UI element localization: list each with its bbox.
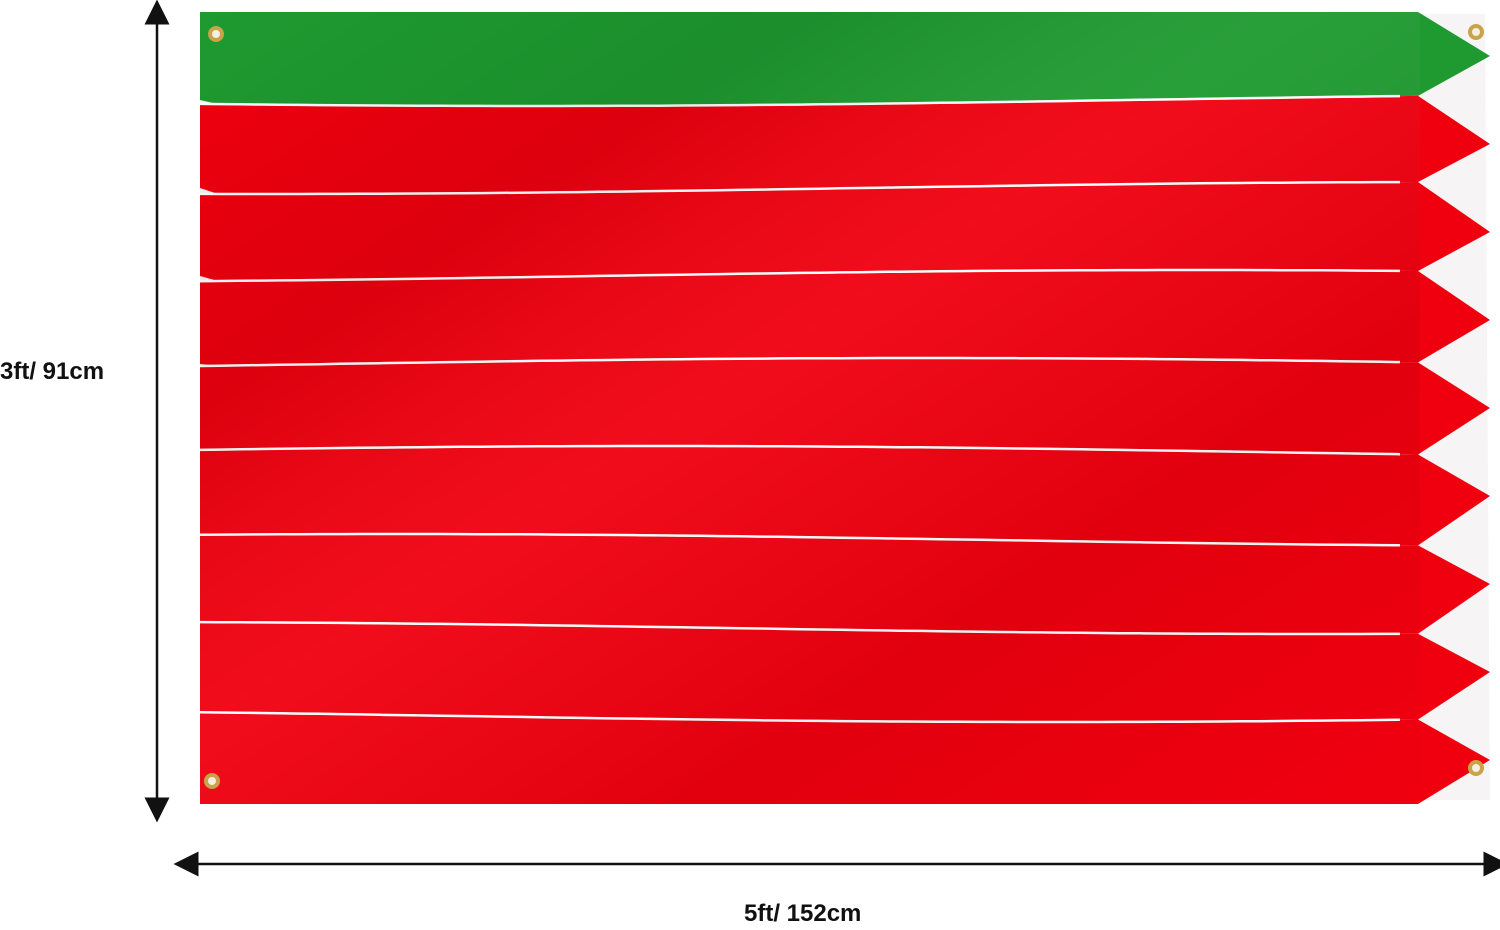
width-dimension-label: 5ft/ 152cm xyxy=(744,900,862,927)
flag-stripe-green xyxy=(200,12,1490,106)
flag-stripe-red xyxy=(200,446,1490,546)
flag-stripe-red xyxy=(200,182,1490,281)
flag-stripe-red xyxy=(200,534,1490,634)
grommet-hole xyxy=(1472,28,1480,36)
flag-stripe-red xyxy=(200,622,1490,722)
grommet-hole xyxy=(212,30,220,38)
flag-stripe-red xyxy=(200,712,1490,804)
flag-stripe-red xyxy=(200,95,1490,194)
grommet-hole xyxy=(208,777,216,785)
flag-grommets xyxy=(204,24,1484,789)
flag-stripe-red xyxy=(200,358,1490,455)
grommet-hole xyxy=(1472,764,1480,772)
height-dimension-label: 3ft/ 91cm xyxy=(0,358,105,385)
flag-stripes xyxy=(200,12,1490,804)
flag-stripe-red xyxy=(200,270,1490,366)
